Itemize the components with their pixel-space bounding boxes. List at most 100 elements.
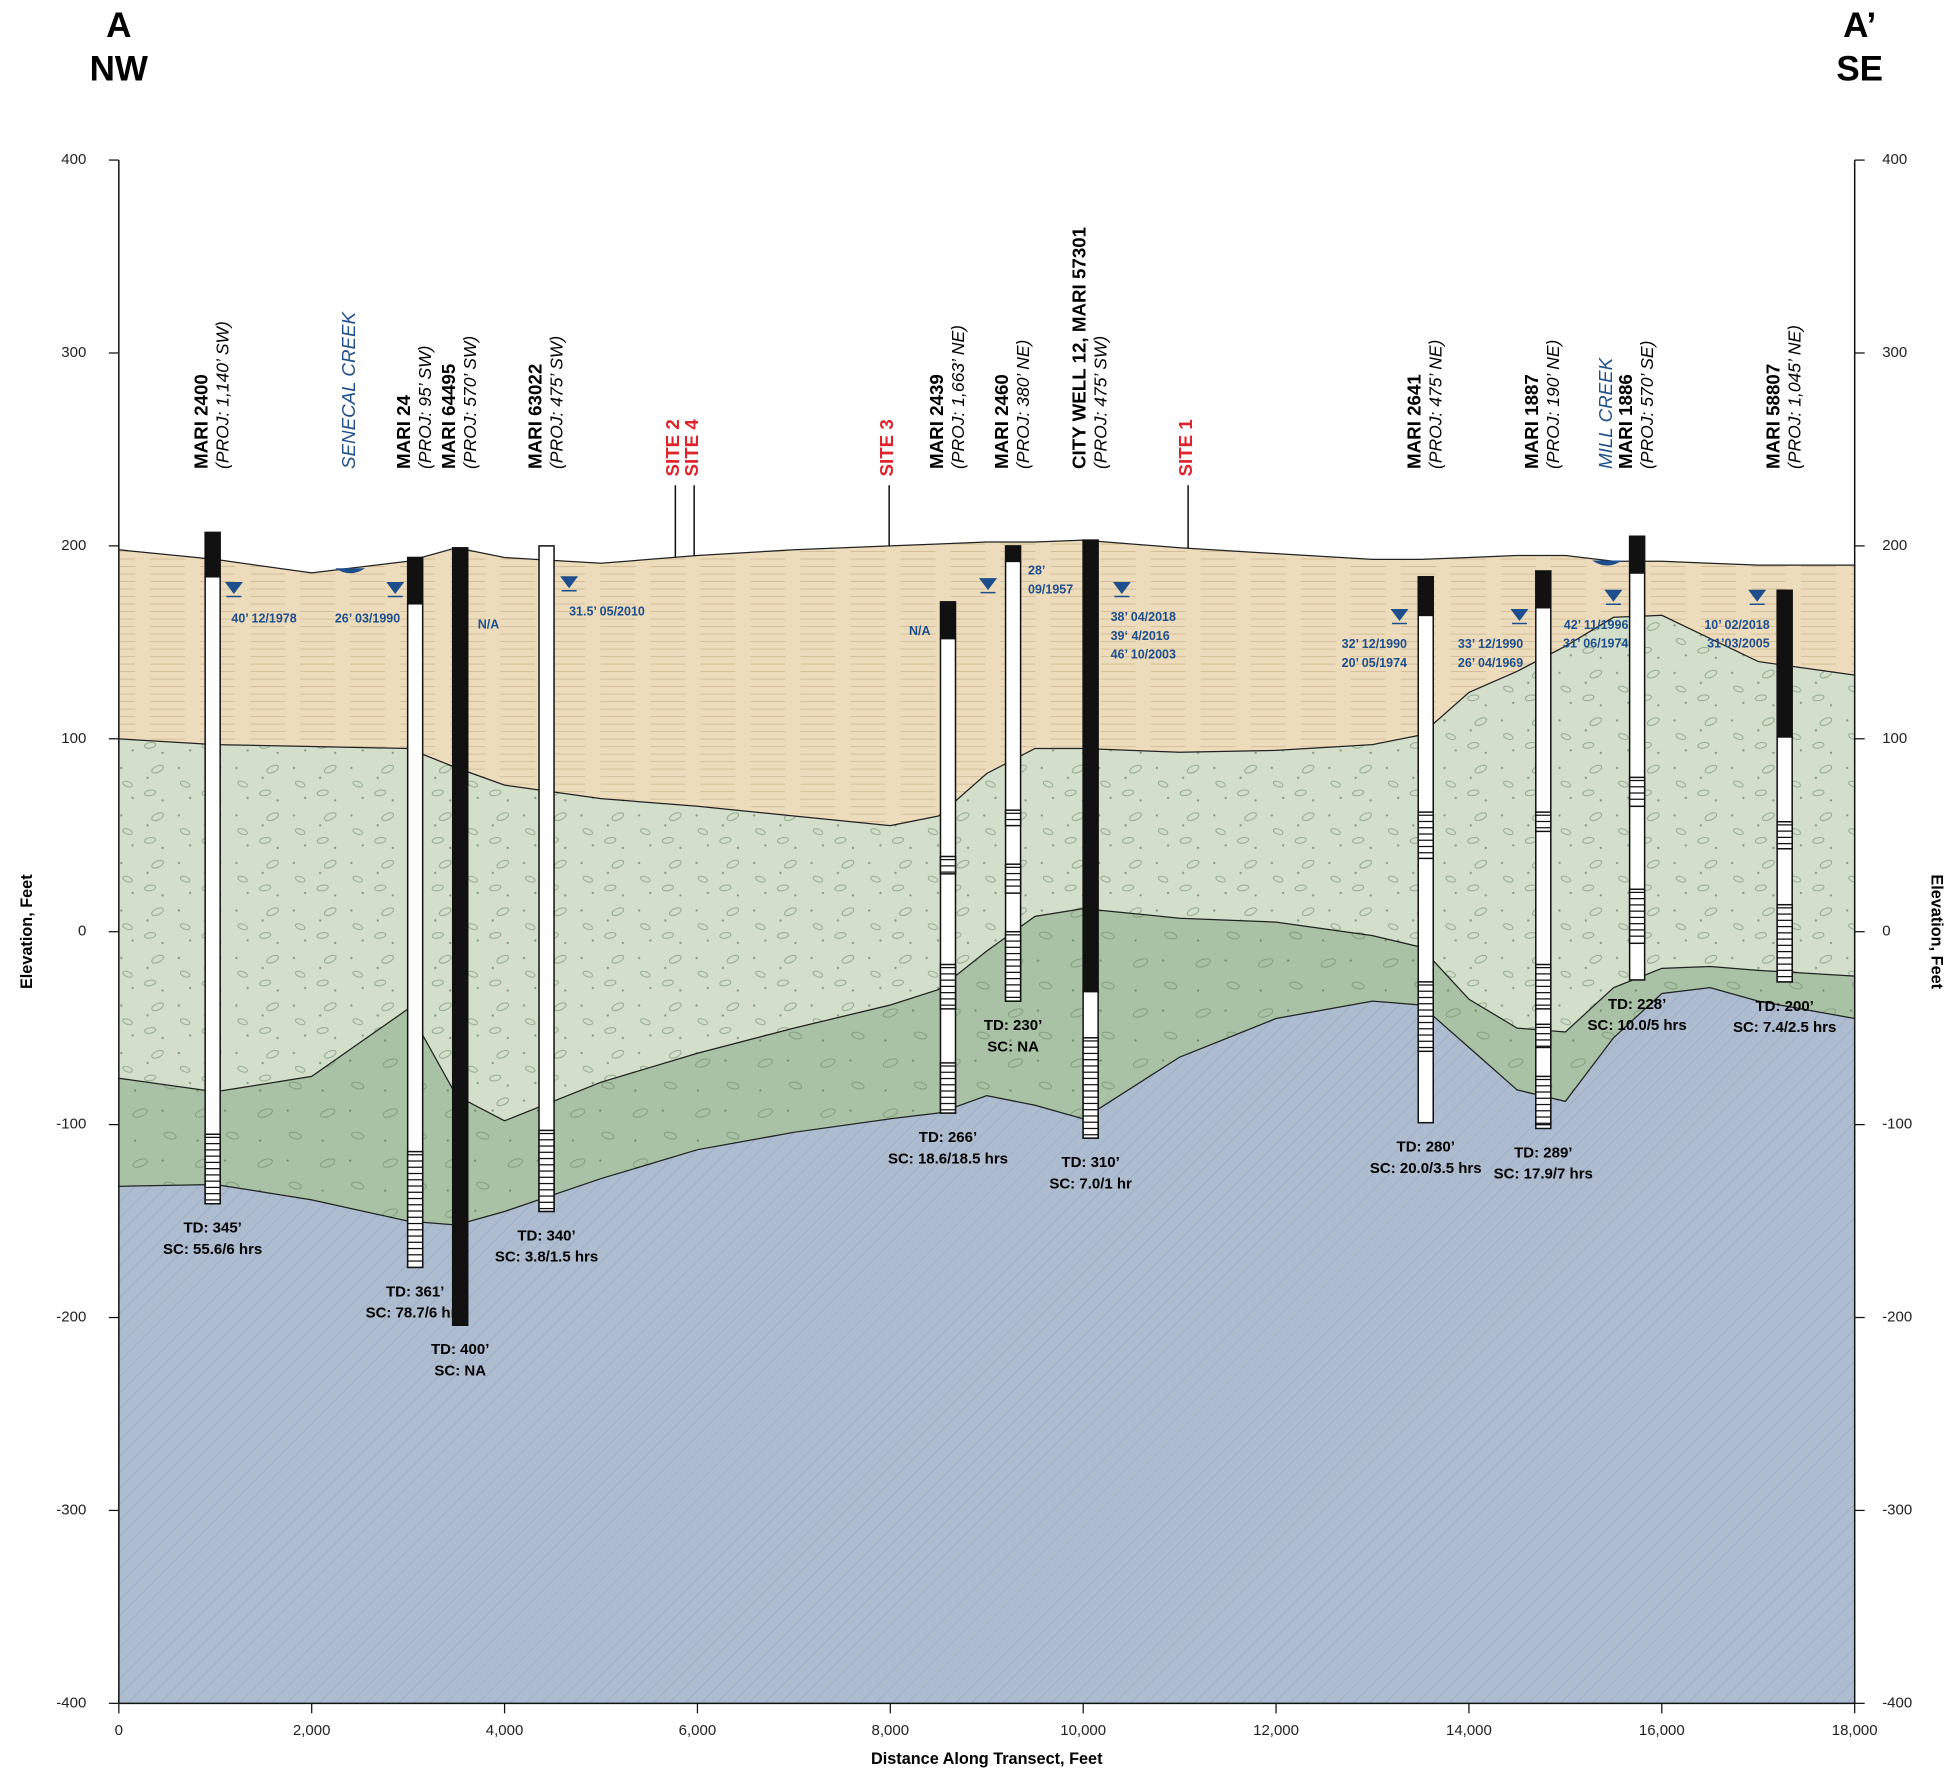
specific-capacity: SC: NA — [987, 1038, 1039, 1055]
total-depth: TD: 228’ — [1608, 996, 1666, 1013]
well-name: MARI 2439 — [926, 374, 947, 469]
specific-capacity: SC: 18.6/18.5 hrs — [888, 1150, 1008, 1167]
y-tick-label: 200 — [61, 537, 86, 554]
water-level-label: 09/1957 — [1028, 582, 1073, 596]
well-name: MARI 64495 — [438, 364, 459, 469]
specific-capacity: SC: 3.8/1.5 hrs — [495, 1249, 598, 1266]
well-open-hole — [1536, 608, 1551, 1129]
water-level-label: 20’ 05/1974 — [1342, 656, 1407, 670]
well-note: (PROJ: 380’ NE) — [1013, 340, 1033, 469]
well-screen — [1006, 810, 1021, 825]
y-tick-label: 100 — [1882, 730, 1907, 747]
well-casing — [1006, 546, 1021, 561]
y-tick-label: 300 — [61, 344, 86, 361]
well-casing — [1418, 577, 1433, 616]
y-tick-label: -100 — [56, 1116, 86, 1133]
y-tick-label: 0 — [78, 923, 86, 940]
total-depth: TD: 289’ — [1514, 1144, 1572, 1161]
x-tick-label: 0 — [115, 1722, 123, 1739]
total-depth: TD: 345’ — [183, 1220, 241, 1237]
well-note: (PROJ: 475’ SW) — [1090, 336, 1110, 469]
section-direction: NW — [90, 50, 148, 89]
well-screen — [1777, 822, 1792, 849]
specific-capacity: SC: 20.0/3.5 hrs — [1370, 1160, 1482, 1177]
specific-capacity: SC: NA — [434, 1362, 486, 1379]
well — [1630, 536, 1645, 980]
well-open-hole — [940, 638, 955, 1113]
water-level-label: 46’ 10/2003 — [1111, 648, 1176, 662]
well-casing — [1630, 536, 1645, 573]
total-depth: TD: 400’ — [431, 1341, 489, 1358]
x-tick-label: 4,000 — [486, 1722, 524, 1739]
well-casing — [205, 532, 220, 576]
y-tick-label: 400 — [1882, 151, 1907, 168]
well-casing — [940, 602, 955, 639]
water-level-label: 28’ — [1028, 564, 1045, 578]
y-tick-label: 400 — [61, 151, 86, 168]
specific-capacity: SC: 7.4/2.5 hrs — [1733, 1019, 1836, 1036]
well-flag: N/A — [478, 618, 500, 632]
x-axis-title: Distance Along Transect, Feet — [871, 1750, 1103, 1768]
well — [1418, 577, 1433, 1123]
total-depth: TD: 340’ — [517, 1227, 575, 1244]
y-tick-label: -200 — [1882, 1308, 1912, 1325]
well-name: MARI 58807 — [1763, 364, 1784, 469]
well-name: MARI 63022 — [524, 364, 545, 469]
x-tick-label: 12,000 — [1253, 1722, 1299, 1739]
y-tick-label: -300 — [1882, 1501, 1912, 1518]
well-name: MARI 1887 — [1521, 374, 1542, 469]
x-tick-label: 6,000 — [679, 1722, 717, 1739]
x-tick-label: 18,000 — [1832, 1722, 1878, 1739]
water-level-label: 26’ 03/1990 — [335, 611, 400, 625]
y-tick-label: -400 — [1882, 1694, 1912, 1711]
total-depth: TD: 310’ — [1061, 1154, 1119, 1171]
well-name: MARI 24 — [393, 394, 414, 469]
y-tick-label: -100 — [1882, 1116, 1912, 1133]
well-note: (PROJ: 475’ SW) — [546, 336, 566, 469]
well-name: MARI 1886 — [1615, 374, 1636, 469]
well-screen — [1630, 889, 1645, 943]
total-depth: TD: 361’ — [386, 1283, 444, 1300]
water-level-label: 26’ 04/1969 — [1458, 656, 1523, 670]
well-open-hole — [205, 577, 220, 1204]
well-flag: N/A — [909, 624, 931, 638]
x-tick-label: 16,000 — [1639, 1722, 1685, 1739]
section-direction: SE — [1836, 50, 1883, 89]
y-tick-label: 100 — [61, 730, 86, 747]
water-level-label: 10’ 02/2018 — [1704, 618, 1769, 632]
site-label: SITE 1 — [1175, 419, 1196, 476]
y-tick-label: 300 — [1882, 344, 1907, 361]
well-casing — [453, 548, 468, 1325]
total-depth: TD: 280’ — [1397, 1139, 1455, 1156]
x-tick-label: 10,000 — [1060, 1722, 1106, 1739]
well-screen — [1630, 777, 1645, 806]
section-letter: A — [106, 6, 131, 45]
water-level-label: 31’ 06/1974 — [1563, 637, 1628, 651]
water-level-label: 40’ 12/1978 — [231, 611, 296, 625]
well — [940, 602, 955, 1113]
well-casing — [408, 557, 423, 603]
well-casing — [1536, 571, 1551, 608]
well-name: MARI 2641 — [1404, 374, 1425, 469]
well-note: (PROJ: 1,663’ NE) — [948, 325, 968, 469]
well-note: (PROJ: 475’ NE) — [1426, 340, 1446, 469]
well — [408, 557, 423, 1267]
x-tick-label: 8,000 — [872, 1722, 910, 1739]
well-name: MARI 2400 — [191, 374, 212, 469]
total-depth: TD: 230’ — [984, 1017, 1042, 1034]
water-level-label: 31’03/2005 — [1707, 637, 1770, 651]
well-note: (PROJ: 1,140’ SW) — [213, 321, 233, 469]
y-tick-label: -300 — [56, 1501, 86, 1518]
well — [1083, 540, 1098, 1138]
well-note: (PROJ: 570’ SW) — [460, 336, 480, 469]
x-tick-label: 14,000 — [1446, 1722, 1492, 1739]
well-screen — [1006, 864, 1021, 893]
well-note: (PROJ: 1,045’ NE) — [1785, 325, 1805, 469]
y-tick-label: 0 — [1882, 923, 1890, 940]
well-screen — [940, 1063, 955, 1113]
y-axis-title: Elevation, Feet — [1928, 874, 1946, 989]
well-name: MARI 2460 — [991, 374, 1012, 469]
page: { "header": { "left": {"letter": "A", "d… — [0, 0, 1951, 1774]
water-level-label: 39‘ 4/2016 — [1111, 629, 1170, 643]
well — [453, 548, 468, 1325]
